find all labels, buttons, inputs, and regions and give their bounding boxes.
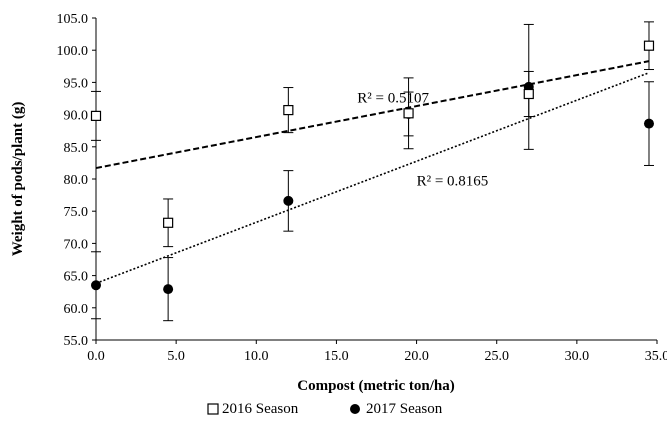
legend-label-2017: 2017 Season: [366, 401, 443, 417]
data-point-2016: [283, 104, 294, 116]
legend: 2016 Season 2017 Season: [207, 401, 443, 417]
y-tick-label: 100.0: [57, 44, 89, 59]
y-tick-label: 60.0: [64, 302, 89, 317]
data-point-2016: [523, 88, 534, 100]
y-tick-label: 65.0: [64, 270, 89, 285]
x-tick-label: 30.0: [565, 349, 590, 364]
y-tick-label: 55.0: [64, 334, 89, 349]
y-tick-label: 90.0: [64, 109, 89, 124]
y-tick-label: 70.0: [64, 237, 89, 252]
r-squared-label: R² = 0.8165: [417, 173, 489, 189]
axes: 55.0 60.0 65.0 70.0 75.0 80.0 85.0 90.0 95.0 100.…: [57, 12, 667, 364]
r-squared-label: R² = 0.5107: [357, 90, 429, 106]
annotations: R² = 0.5107 R² = 0.8165: [357, 90, 488, 189]
y-axis-title: Weight of pods/plant (g): [10, 102, 26, 257]
data-point-2017: [91, 280, 101, 291]
x-tick-label: 10.0: [244, 349, 269, 364]
data-point-2016: [90, 110, 102, 121]
x-tick-label: 20.0: [404, 349, 429, 364]
x-tick-label: 5.0: [167, 349, 185, 364]
x-tick-label: 35.0: [645, 349, 667, 364]
data-point-2016: [643, 40, 655, 51]
error-bars: [91, 21, 654, 322]
legend-label-2016: 2016 Season: [222, 401, 299, 417]
legend-marker-2016: [207, 403, 219, 415]
x-tick-label: 15.0: [324, 349, 349, 364]
x-tick-label: 0.0: [87, 349, 105, 364]
data-point-2017: [163, 284, 174, 295]
x-tick-label: 25.0: [484, 349, 509, 364]
trendlines: [95, 60, 650, 285]
y-tick-label: 80.0: [64, 173, 89, 188]
data-point-2017: [283, 195, 294, 206]
x-axis-title: Compost (metric ton/ha): [297, 378, 454, 394]
data-point-2017: [643, 118, 654, 129]
y-tick-label: 95.0: [64, 76, 89, 91]
y-tick-label: 85.0: [64, 141, 89, 156]
trendline: [95, 60, 650, 170]
y-tick-label: 75.0: [64, 205, 89, 220]
data-point-2016: [163, 217, 174, 228]
data-point-2016: [403, 108, 414, 119]
y-tick-label: 105.0: [57, 12, 89, 27]
legend-marker-2017: [350, 404, 360, 414]
data-points: [90, 40, 655, 295]
trendline: [95, 71, 650, 285]
